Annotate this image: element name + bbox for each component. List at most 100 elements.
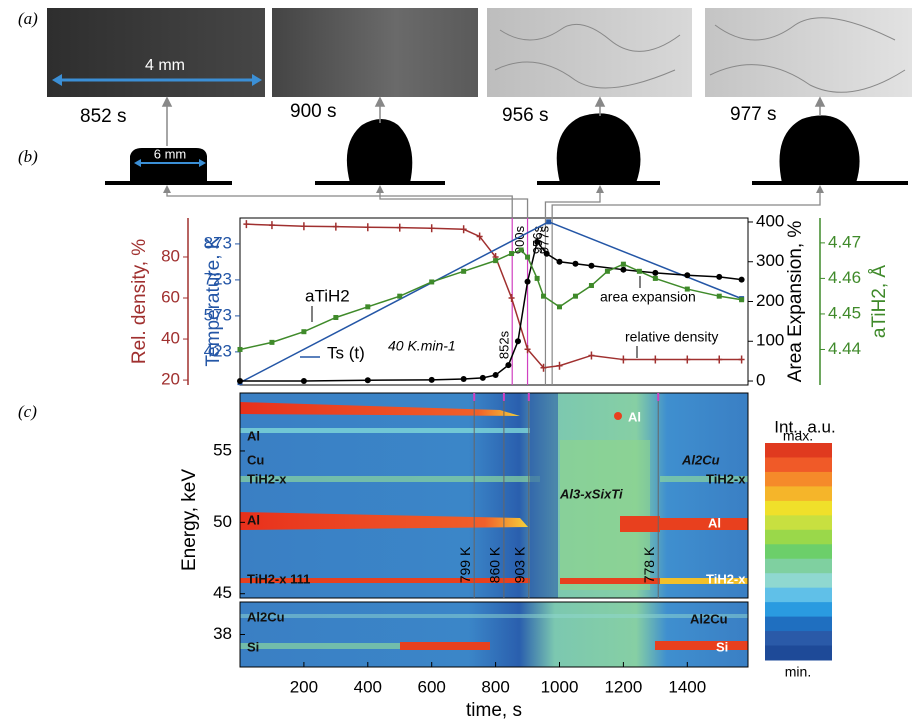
point <box>505 362 512 369</box>
axis-title: aTiH2, Å <box>869 265 890 339</box>
colorbar-title: Int., a.u. <box>774 417 835 436</box>
phase-label: TiH2-x <box>247 471 287 486</box>
point <box>716 293 722 299</box>
point <box>556 258 563 265</box>
colorbar-max: max. <box>783 428 813 444</box>
colorbar-swatch <box>765 500 832 516</box>
point <box>300 378 307 385</box>
y-tick-label: 40 <box>161 329 180 348</box>
y-tick-label: 38 <box>213 624 232 643</box>
phase-label: Al2Cu <box>247 609 285 624</box>
point <box>540 363 547 372</box>
y-tick-label: 873 <box>204 233 232 252</box>
point <box>476 232 483 241</box>
image <box>705 8 912 97</box>
colorbar-swatch <box>765 486 832 502</box>
y-tick-label: 4.44 <box>828 339 861 358</box>
temperature-label: 778 K <box>641 546 657 583</box>
image-time: 977 s <box>730 104 776 125</box>
phase-label: TiH2-x 111 <box>247 571 310 586</box>
x-tick-label: 400 <box>354 677 382 696</box>
x-tick-label: 1400 <box>668 677 706 696</box>
connector-arrows <box>161 96 826 146</box>
y-tick-label: 423 <box>204 341 232 360</box>
point <box>301 329 307 335</box>
y-tick-label: 4.47 <box>828 232 861 251</box>
y-axis-title: Energy, keV <box>179 469 200 571</box>
point <box>429 279 435 285</box>
point <box>243 220 250 229</box>
axis-title: Area Expansion, % <box>785 221 806 383</box>
phase-label: Al2Cu <box>681 452 720 467</box>
colorbar-swatch <box>765 471 832 487</box>
temperature-label: 903 K <box>512 546 528 583</box>
connector-arrow <box>376 185 384 193</box>
y-tick-label: 50 <box>213 512 232 531</box>
y-tick-label: 200 <box>756 291 784 310</box>
point <box>652 269 659 276</box>
colorbar-swatch <box>765 645 832 661</box>
point <box>364 377 371 384</box>
series-annotation: relative density <box>625 329 718 345</box>
image <box>272 8 478 97</box>
axis-title: Temperature, K <box>203 236 224 366</box>
colorbar-swatch <box>765 443 832 458</box>
phase-label: TiH2-x <box>706 471 746 486</box>
scale-label: 6 mm <box>154 146 187 161</box>
point <box>428 376 435 383</box>
y-tick-label: 4.46 <box>828 268 861 287</box>
point <box>300 222 307 231</box>
point <box>524 278 531 285</box>
point <box>364 223 371 232</box>
y-tick-label: 80 <box>161 246 180 265</box>
point <box>652 355 659 364</box>
phase-label: Al <box>247 428 260 443</box>
panel-label: (c) <box>18 402 37 421</box>
point <box>738 355 745 364</box>
image-texture <box>494 17 906 93</box>
series-line <box>239 249 742 351</box>
y-tick-label: 20 <box>161 370 180 389</box>
point <box>652 275 658 281</box>
y-tick-label: 0 <box>756 371 765 390</box>
x-tick-label: 200 <box>290 677 318 696</box>
rate-annotation: 40 K.min-1 <box>388 338 456 354</box>
point <box>636 268 642 274</box>
y-tick-label: 400 <box>756 211 784 230</box>
point <box>541 293 547 299</box>
colorbar-swatch <box>765 573 832 589</box>
point <box>492 372 499 379</box>
point <box>509 251 515 257</box>
series-annotation: area expansion <box>600 289 696 305</box>
phase-label: Si <box>247 639 259 654</box>
colorbar-swatch <box>765 544 832 560</box>
phase-label: Cu <box>247 452 264 467</box>
x-tick-label: 1000 <box>541 677 579 696</box>
colorbar-swatch <box>765 529 832 545</box>
y-tick-label: 60 <box>161 287 180 306</box>
point <box>428 224 435 233</box>
point <box>738 276 745 283</box>
point <box>716 273 723 280</box>
point <box>397 293 403 299</box>
panel-label: (a) <box>18 9 38 28</box>
series-annotation: Ts (t) <box>327 343 365 362</box>
connector-arrow <box>596 185 604 193</box>
connector-arrow <box>816 185 824 193</box>
time-marker-label: 852s <box>497 330 512 359</box>
panel-label: (b) <box>18 147 38 166</box>
phase-label: Al <box>708 515 721 530</box>
axis-title: Rel. density, % <box>129 239 150 364</box>
series-line <box>246 223 742 369</box>
x-tick-label: 1200 <box>604 677 642 696</box>
image <box>47 8 265 97</box>
point <box>534 238 541 245</box>
connector <box>544 187 601 218</box>
scale-label: 4 mm <box>145 57 185 74</box>
point <box>268 221 275 230</box>
point <box>460 225 467 234</box>
image-time: 852 s <box>80 106 126 127</box>
colorbar-swatch <box>765 457 832 473</box>
phase-label: Al2Cu <box>690 611 728 626</box>
